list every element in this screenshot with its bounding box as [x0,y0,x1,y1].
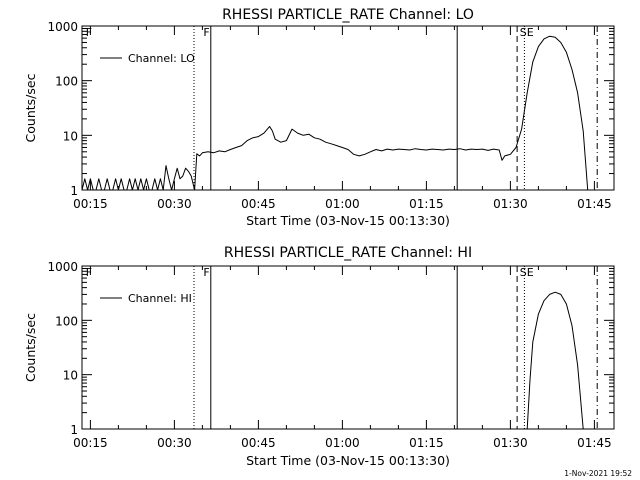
plot-frame [81,25,615,191]
x-tick-label: 01:45 [577,197,612,211]
x-tick-label: 00:45 [241,197,276,211]
lo-channel-panel: RHESSI PARTICLE_RATE Channel: LO 1 10 100 10… [23,7,615,228]
y-tick-label: 100 [55,75,78,89]
x-tick-label: 01:45 [577,436,612,450]
x-tick-label: 00:45 [241,436,276,450]
flag-label: F [203,26,209,39]
y-tick-label: 1 [70,423,78,437]
x-axis-label: Start Time (03-Nov-15 00:13:30) [246,453,450,468]
legend-label: Channel: LO [128,52,195,65]
x-tick-label: 01:00 [325,436,360,450]
y-axis-label: Counts/sec [23,313,38,382]
series-line-0 [81,35,589,191]
y-tick-label: 100 [55,314,78,328]
flag-label: F [203,266,209,279]
x-tick-label: 01:15 [409,197,444,211]
y-axis-label: Counts/sec [23,73,38,142]
chart-title: RHESSI PARTICLE_RATE Channel: LO [222,7,474,23]
series-line-0 [526,291,584,430]
hi-channel-panel: RHESSI PARTICLE_RATE Channel: HI 1 10 100 10… [23,245,615,468]
plot-frame [81,265,615,430]
y-tick-label: 1000 [47,260,78,274]
x-axis-label: Start Time (03-Nov-15 00:13:30) [246,213,450,228]
x-tick-label: 00:15 [73,436,108,450]
flag-label: SE [520,26,534,39]
flag-label: SE [520,266,534,279]
x-tick-label: 01:30 [493,197,528,211]
y-tick-label: 10 [63,369,78,383]
y-tick-label: 10 [63,129,78,143]
chart-title: RHESSI PARTICLE_RATE Channel: HI [224,245,472,261]
x-tick-label: 01:15 [409,436,444,450]
y-tick-label: 1 [70,184,78,198]
x-tick-label: 00:30 [157,436,192,450]
x-tick-label: 00:15 [73,197,108,211]
y-tick-label: 1000 [47,20,78,34]
flag-label: F [86,26,92,39]
footer-timestamp: 1-Nov-2021 19:52 [564,469,632,478]
flag-label: F [86,266,92,279]
x-tick-label: 01:00 [325,197,360,211]
x-tick-label: 01:30 [493,436,528,450]
x-tick-label: 00:30 [157,197,192,211]
legend-label: Channel: HI [128,292,192,305]
